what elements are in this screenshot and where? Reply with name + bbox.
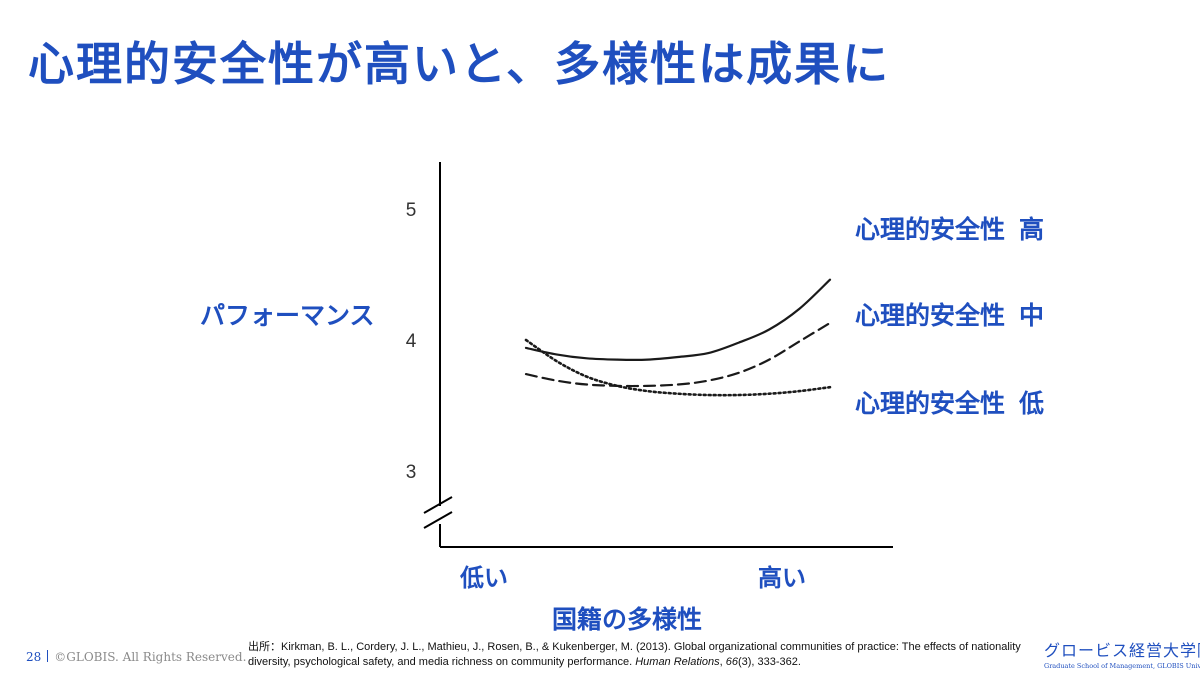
series-label-high: 心理的安全性高 <box>855 210 1044 246</box>
source-prefix: 出所： <box>248 641 281 653</box>
series-line-dashed <box>524 321 832 388</box>
x-tick-label-low: 低い <box>460 564 508 592</box>
source-journal: Human Relations <box>635 656 720 668</box>
y-axis-label: パフォーマンス <box>200 301 375 330</box>
y-tick-label: 4 <box>406 331 417 352</box>
source-text: Kirkman, B. L., Cordery, J. L., Mathieu,… <box>248 641 1021 668</box>
axis-break-mark <box>423 511 453 529</box>
page-title: 心理的安全性が高いと、多様性は成果に <box>28 37 891 91</box>
source-volume: 66 <box>725 656 738 668</box>
y-tick-label: 3 <box>406 462 417 483</box>
x-axis-label: 国籍の多様性 <box>552 605 703 634</box>
series-line-dotted <box>524 338 832 397</box>
source-citation: 出所：Kirkman, B. L., Cordery, J. L., Mathi… <box>248 641 1021 668</box>
series-label-low: 心理的安全性低 <box>855 384 1044 420</box>
series-name: 心理的安全性 <box>855 215 1006 244</box>
footer-copyright: 28 ©GLOBIS. All Rights Reserved. <box>26 650 246 664</box>
logo-main-text: グロービス経営大学院 <box>1044 641 1200 660</box>
series-line-solid <box>524 278 832 361</box>
axis-break-mark <box>423 496 453 514</box>
series-level: 高 <box>1019 215 1045 244</box>
page-number: 28 <box>26 650 42 664</box>
copyright-text: ©GLOBIS. All Rights Reserved. <box>54 650 247 664</box>
series-name: 心理的安全性 <box>855 301 1006 330</box>
chart-axes <box>423 162 893 548</box>
y-ticks: 3 4 5 <box>406 200 417 483</box>
series-level: 低 <box>1019 389 1045 418</box>
footer-divider <box>47 650 49 662</box>
series-label-mid: 心理的安全性中 <box>855 296 1044 332</box>
source-pages: (3), 333-362. <box>737 656 801 668</box>
globis-logo: グロービス経営大学院 Graduate School of Management… <box>1044 637 1200 670</box>
chart-lines <box>524 278 832 397</box>
x-tick-label-high: 高い <box>758 564 806 592</box>
y-tick-label: 5 <box>406 200 417 221</box>
series-level: 中 <box>1019 301 1045 330</box>
series-name: 心理的安全性 <box>855 389 1006 418</box>
logo-sub-text: Graduate School of Management, GLOBIS Un… <box>1044 662 1200 670</box>
